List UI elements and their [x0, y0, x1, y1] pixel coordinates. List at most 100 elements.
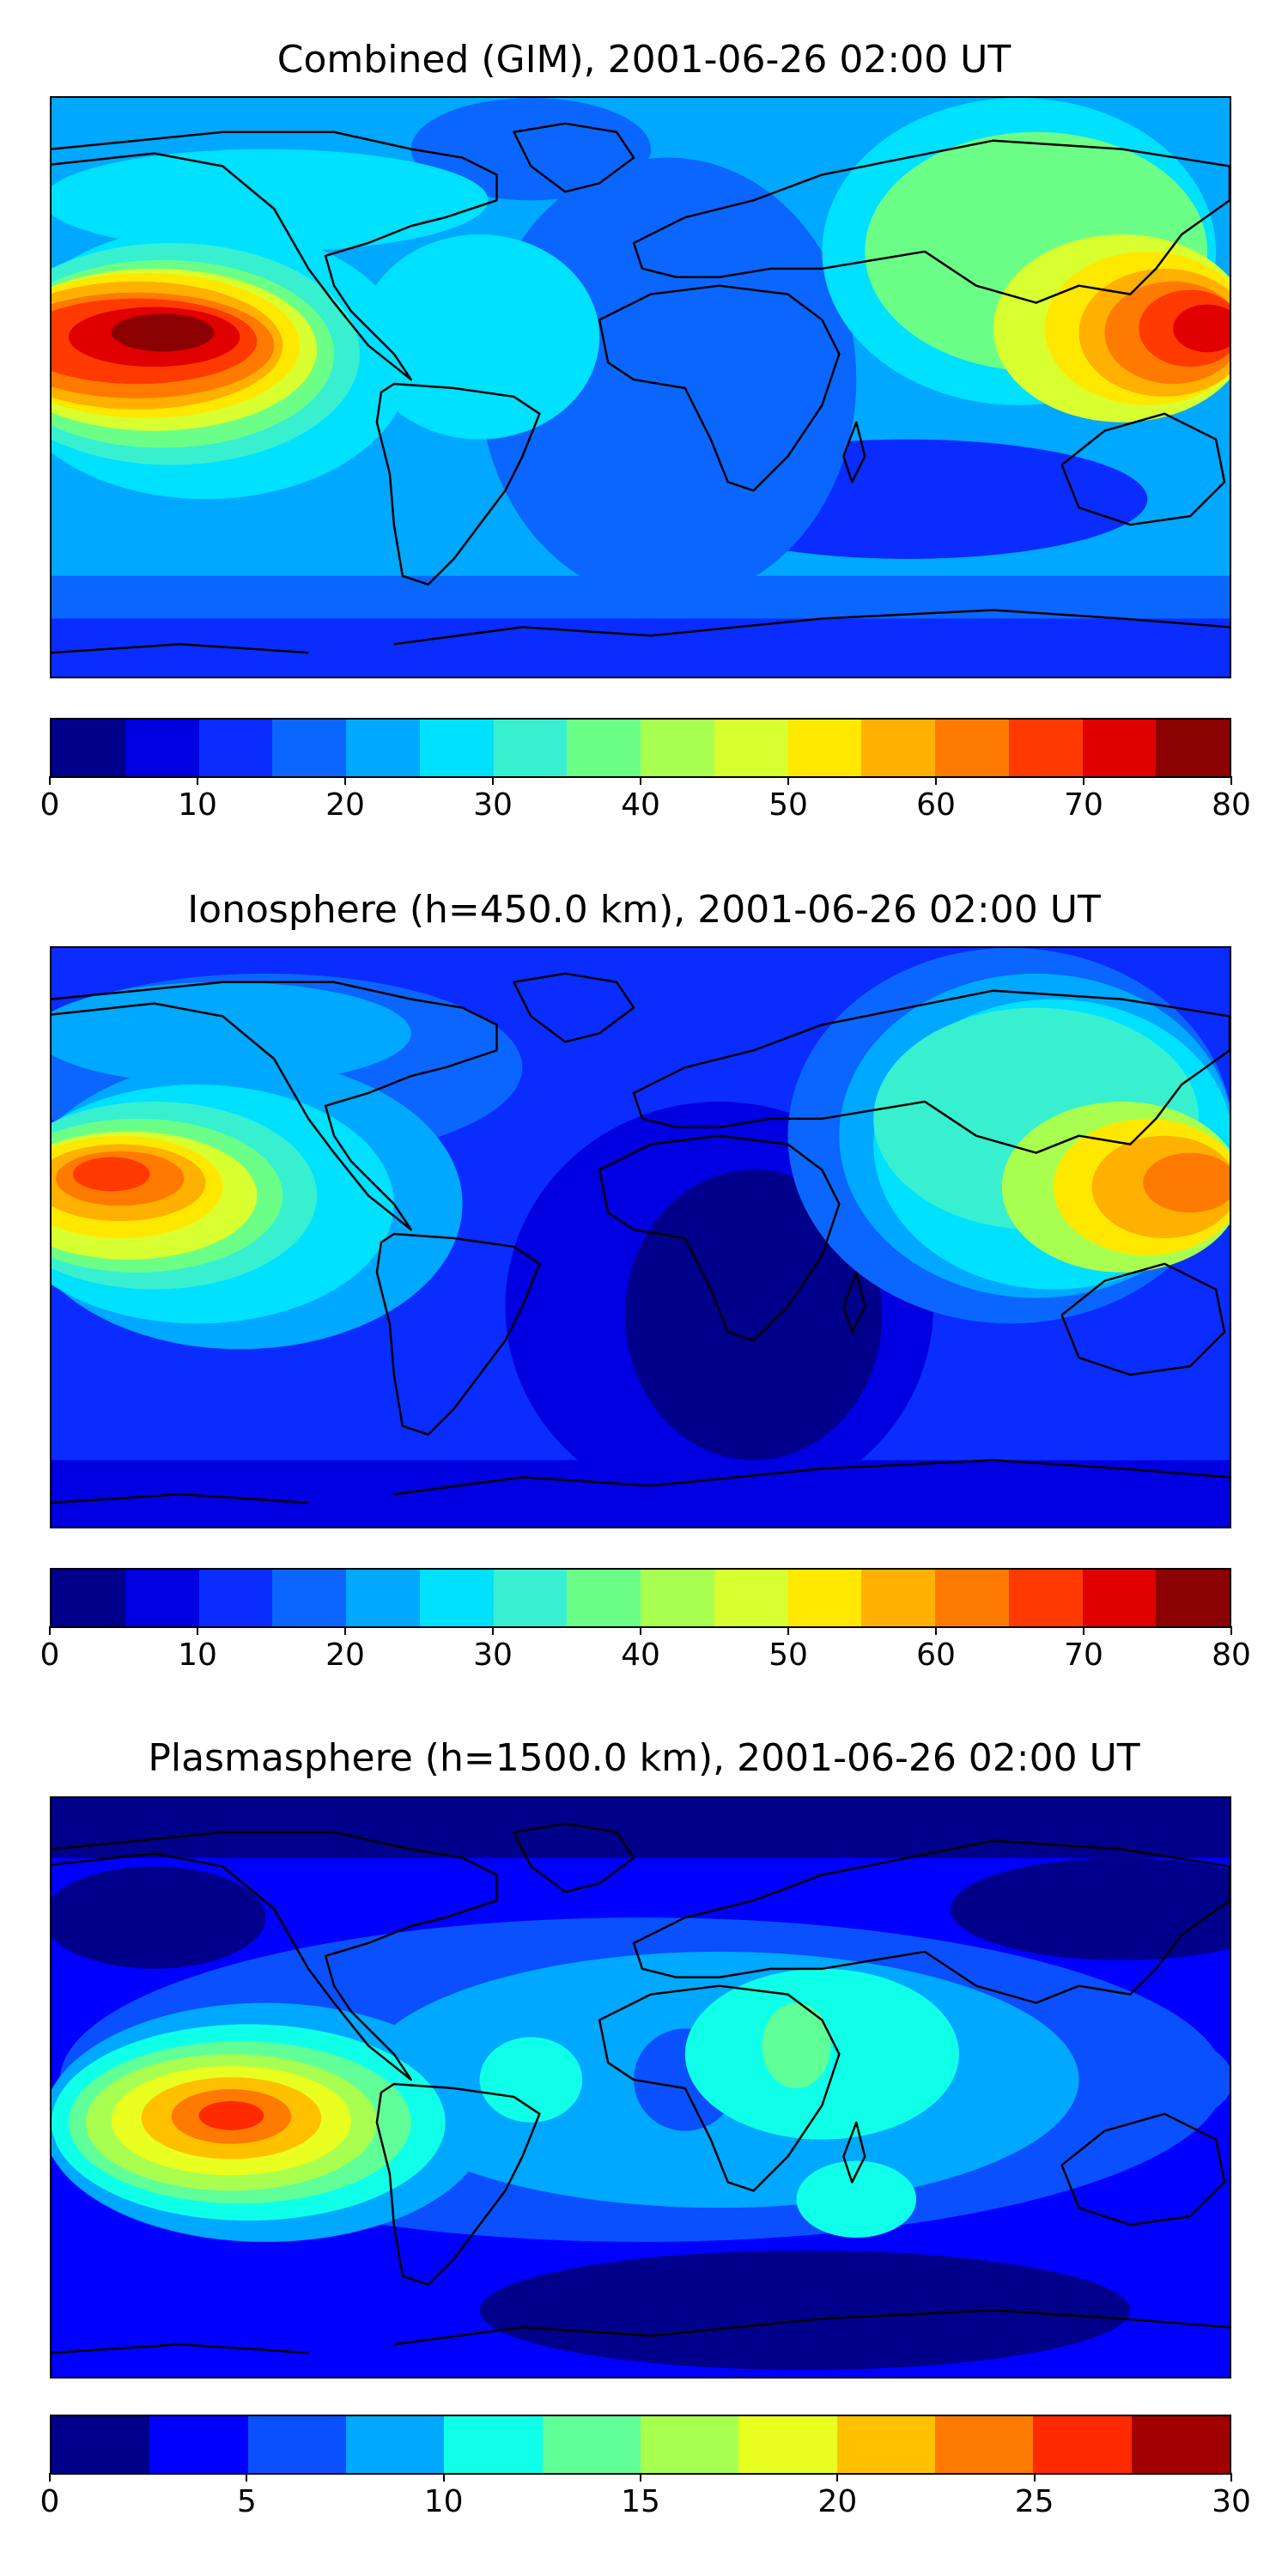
map-title: Combined (GIM), 2001-06-26 02:00 UT — [276, 38, 1012, 82]
colorbar-segment — [861, 1570, 935, 1626]
colorbar-segment — [641, 720, 714, 776]
colorbar-tick — [197, 1626, 198, 1635]
colorbar — [50, 1568, 1231, 1628]
colorbar-segment — [1156, 720, 1230, 776]
colorbar-tick-label: 70 — [1064, 1637, 1103, 1673]
colorbar-tick-label: 40 — [621, 787, 660, 823]
colorbar-segment — [1082, 720, 1157, 776]
colorbar-tick-label: 80 — [1212, 1637, 1251, 1673]
colorbar-segment — [787, 720, 862, 776]
colorbar-tick — [49, 776, 51, 785]
colorbar-segment — [198, 1570, 273, 1626]
colorbar-tick — [836, 2473, 839, 2482]
colorbar-tick — [492, 1626, 494, 1635]
colorbar-segment — [1008, 1570, 1083, 1626]
colorbar-segment — [836, 2416, 935, 2473]
colorbar-tick — [197, 776, 198, 785]
colorbar-segment — [935, 720, 1009, 776]
colorbar-tick-label: 25 — [1014, 2484, 1054, 2519]
colorbar-tick-label: 10 — [423, 2484, 464, 2519]
colorbar-segment — [641, 1570, 714, 1626]
colorbar-tick — [640, 2473, 641, 2482]
colorbar-segment — [272, 1570, 346, 1626]
colorbar-tick-label: 20 — [325, 1637, 365, 1673]
colorbar-segment — [198, 720, 273, 776]
colorbar-segment — [738, 2416, 837, 2473]
map-title: Plasmasphere (h=1500.0 km), 2001-06-26 0… — [148, 1736, 1140, 1780]
colorbar-segment — [1082, 1570, 1157, 1626]
colorbar-tick — [1230, 2473, 1232, 2482]
colorbar-segment — [934, 2416, 1034, 2473]
colorbar-segment — [419, 720, 494, 776]
colorbar-segment — [493, 1570, 568, 1626]
colorbar-tick — [1033, 2473, 1036, 2482]
colorbar-tick — [1230, 1626, 1232, 1635]
colorbar-tick-label: 70 — [1064, 787, 1103, 823]
colorbar-segment — [345, 2416, 445, 2473]
colorbar-tick-label: 10 — [178, 787, 217, 823]
colorbar-tick-label: 50 — [769, 1637, 808, 1673]
colorbar-segment — [444, 2416, 543, 2473]
colorbar — [50, 2415, 1231, 2475]
colorbar-tick-label: 60 — [916, 1637, 956, 1673]
colorbar-segment — [861, 720, 935, 776]
colorbar-tick-label: 0 — [39, 787, 60, 823]
colorbar-segment — [247, 2416, 346, 2473]
colorbar-segment — [714, 720, 788, 776]
colorbar-segment — [149, 2416, 248, 2473]
tec-map-field — [52, 948, 1230, 1527]
colorbar-segment — [1156, 1570, 1230, 1626]
colorbar-tick — [246, 2473, 248, 2482]
colorbar-tick — [1230, 776, 1232, 785]
colorbar-tick-label: 40 — [621, 1637, 660, 1673]
colorbar-tick-label: 15 — [621, 2484, 660, 2519]
colorbar-tick-label: 10 — [178, 1637, 217, 1673]
colorbar-tick — [344, 1626, 346, 1635]
colorbar-segment — [419, 1570, 494, 1626]
colorbar-segment — [52, 2416, 150, 2473]
tec-map-field — [52, 98, 1230, 677]
colorbar-tick-label: 80 — [1212, 787, 1251, 823]
tec-map — [50, 96, 1231, 678]
colorbar-segment — [52, 720, 125, 776]
colorbar-segment — [346, 1570, 420, 1626]
colorbar-tick-label: 5 — [236, 2484, 257, 2519]
colorbar-tick — [442, 2473, 445, 2482]
colorbar-segment — [52, 1570, 125, 1626]
colorbar-tick-label: 60 — [916, 787, 956, 823]
colorbar-tick — [1083, 1626, 1084, 1635]
colorbar-segment — [1033, 2416, 1132, 2473]
tec-map — [50, 1796, 1231, 2379]
colorbar-tick-label: 20 — [817, 2484, 858, 2519]
colorbar-tick-label: 0 — [39, 2484, 60, 2519]
colorbar-segment — [272, 720, 346, 776]
colorbar-segment — [714, 1570, 788, 1626]
colorbar-tick — [935, 1626, 937, 1635]
colorbar-tick — [492, 776, 494, 785]
colorbar-segment — [1131, 2416, 1230, 2473]
colorbar-segment — [567, 720, 641, 776]
colorbar-segment — [567, 1570, 641, 1626]
colorbar-segment — [493, 720, 568, 776]
colorbar-tick — [787, 776, 789, 785]
colorbar-ticks: 0 5 10 15 20 25 30 — [40, 2473, 1251, 2524]
colorbar-segment — [125, 720, 199, 776]
colorbar-tick-label: 0 — [39, 1637, 60, 1673]
colorbar-segment — [640, 2416, 739, 2473]
colorbar-segment — [787, 1570, 862, 1626]
colorbar-tick-label: 20 — [325, 787, 365, 823]
colorbar-segment — [125, 1570, 199, 1626]
colorbar-tick — [49, 2473, 51, 2482]
map-title: Ionosphere (h=450.0 km), 2001-06-26 02:0… — [187, 888, 1101, 932]
colorbar-tick-label: 30 — [473, 1637, 513, 1673]
colorbar-segment — [542, 2416, 641, 2473]
colorbar-tick — [640, 1626, 641, 1635]
colorbar-tick — [640, 776, 641, 785]
colorbar-segment — [346, 720, 420, 776]
colorbar-tick-label: 50 — [769, 787, 808, 823]
colorbar-segment — [935, 1570, 1009, 1626]
colorbar-tick-label: 30 — [1212, 2484, 1251, 2519]
colorbar-ticks: 0 10 20 30 40 50 60 70 80 — [40, 1626, 1251, 1678]
colorbar-ticks: 0 10 20 30 40 50 60 70 80 — [40, 776, 1251, 828]
tec-map — [50, 946, 1231, 1528]
